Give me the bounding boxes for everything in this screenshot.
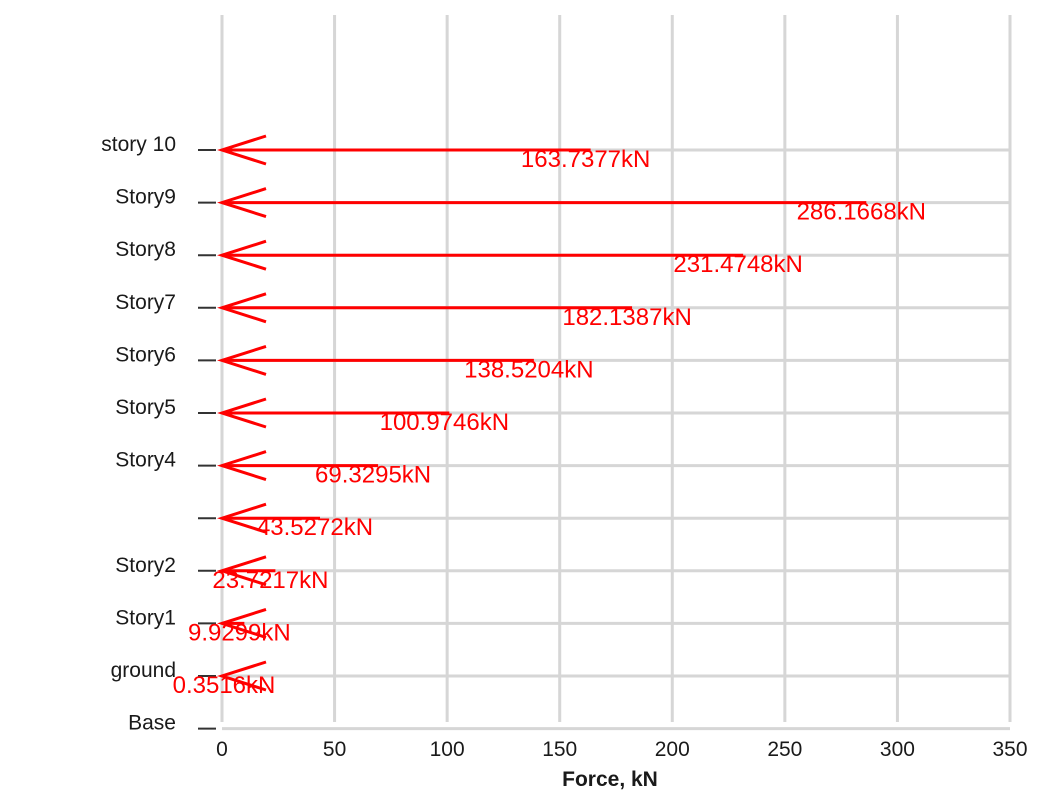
data-label: 23.7217kN bbox=[212, 567, 328, 594]
force-arrow bbox=[217, 292, 633, 324]
force-arrow bbox=[217, 397, 450, 429]
x-tick-label: 100 bbox=[430, 738, 465, 761]
force-arrow-head bbox=[217, 450, 267, 482]
y-tick-label: Story2 bbox=[115, 554, 176, 577]
data-label: 163.7377kN bbox=[521, 146, 650, 173]
y-tick-label: Story6 bbox=[115, 343, 176, 366]
x-tick-label: 50 bbox=[323, 738, 346, 761]
force-arrow-head bbox=[217, 607, 267, 639]
y-tick-label: story 10 bbox=[101, 133, 176, 156]
y-tick-label: Story7 bbox=[115, 291, 176, 314]
force-arrow-head bbox=[217, 344, 267, 376]
x-axis-tick-labels: 0 50 100 150 200 250 300 350 bbox=[216, 738, 1027, 761]
data-label: 100.9746kN bbox=[380, 409, 509, 436]
x-tick-label: 250 bbox=[767, 738, 802, 761]
force-arrow bbox=[217, 239, 744, 271]
y-tick-label: Story8 bbox=[115, 238, 176, 261]
force-arrows bbox=[217, 134, 867, 692]
x-tick-label: 300 bbox=[880, 738, 915, 761]
force-arrow bbox=[217, 607, 267, 639]
y-tick-label: Base bbox=[128, 712, 176, 735]
y-axis-ticks bbox=[198, 149, 216, 730]
data-label: 286.1668kN bbox=[797, 199, 926, 226]
x-tick-label: 0 bbox=[216, 738, 228, 761]
force-arrow bbox=[217, 502, 320, 534]
force-arrow-head bbox=[217, 502, 267, 534]
x-axis-title: Force, kN bbox=[562, 768, 658, 791]
data-label: 43.5272kN bbox=[257, 514, 373, 541]
force-arrow bbox=[217, 555, 276, 587]
x-tick-label: 150 bbox=[542, 738, 577, 761]
y-tick-label: Story9 bbox=[115, 186, 176, 209]
data-label: 0.3516kN bbox=[173, 672, 276, 699]
y-axis-labels: story 10 Story9 Story8 Story7 Story6 Story5 St… bbox=[101, 133, 176, 735]
force-arrow-head bbox=[217, 397, 267, 429]
grid-lines bbox=[220, 15, 1012, 731]
force-arrow-head bbox=[217, 660, 267, 692]
force-arrow bbox=[217, 187, 867, 219]
data-label: 182.1387kN bbox=[562, 304, 691, 331]
data-label: 69.3295kN bbox=[315, 462, 431, 489]
x-tick-label: 350 bbox=[992, 738, 1027, 761]
force-arrow bbox=[217, 450, 379, 482]
force-arrow-head bbox=[217, 187, 267, 219]
data-labels: 163.7377kN 286.1668kN 231.4748kN 182.1387kN… bbox=[173, 146, 926, 699]
y-tick-label: Story1 bbox=[115, 606, 176, 629]
force-arrow-head bbox=[217, 239, 267, 271]
force-arrow-head bbox=[217, 555, 267, 587]
force-arrow-head bbox=[217, 292, 267, 324]
force-arrow-head bbox=[217, 134, 267, 166]
force-arrow bbox=[217, 660, 267, 692]
y-tick-label: Story4 bbox=[115, 449, 176, 472]
force-arrow bbox=[217, 344, 534, 376]
x-tick-label: 200 bbox=[655, 738, 690, 761]
data-label: 9.9299kN bbox=[188, 619, 291, 646]
data-label: 231.4748kN bbox=[673, 251, 802, 278]
force-arrow bbox=[217, 134, 591, 166]
y-tick-label: Story5 bbox=[115, 396, 176, 419]
data-label: 138.5204kN bbox=[464, 356, 593, 383]
y-tick-label: ground bbox=[111, 659, 176, 682]
